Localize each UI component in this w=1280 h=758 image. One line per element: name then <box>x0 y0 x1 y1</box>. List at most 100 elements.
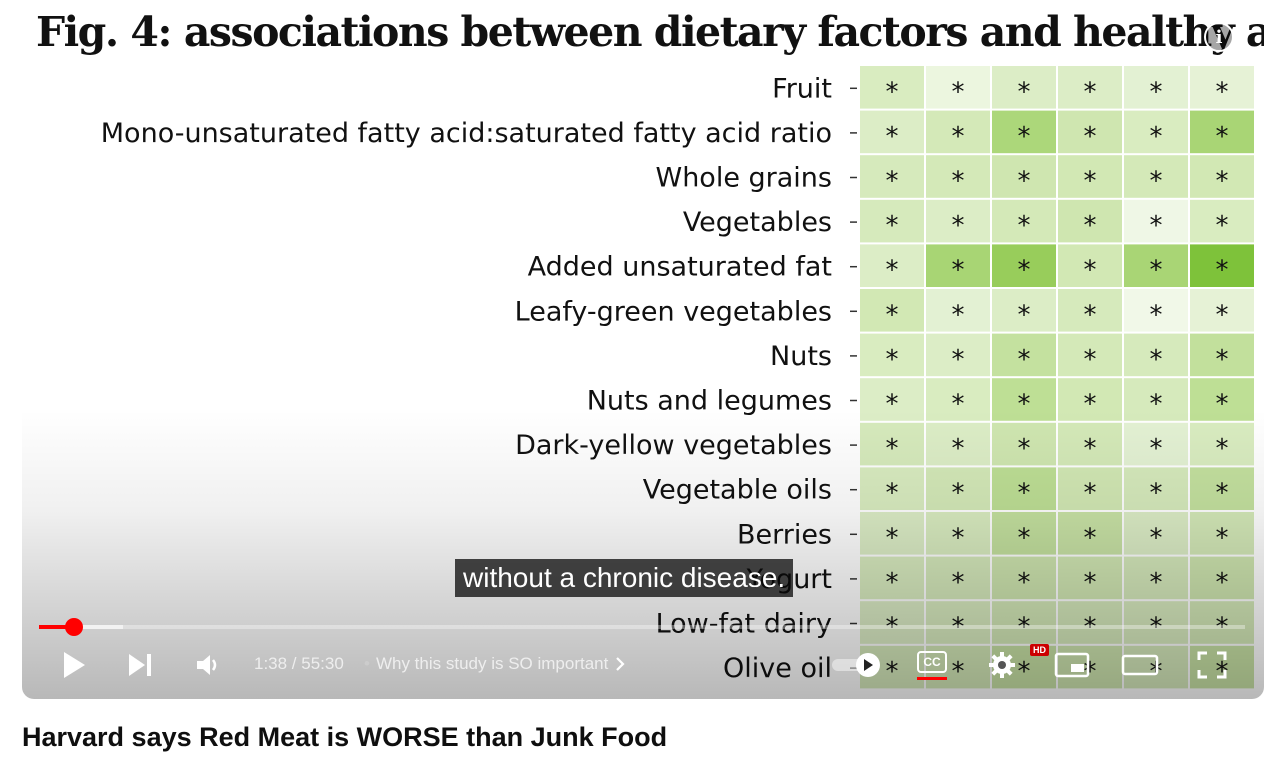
heatmap-cell <box>1190 110 1254 154</box>
miniplayer-button[interactable] <box>1052 647 1092 683</box>
heatmap-cell <box>926 199 990 243</box>
heatmap-cell <box>1124 378 1188 421</box>
significance-star: * <box>952 167 965 197</box>
significance-star: * <box>1150 390 1163 420</box>
row-label: Low-fat dairy <box>656 609 832 640</box>
next-button[interactable] <box>122 647 158 683</box>
subtitle-caption: without a chronic disease. <box>455 559 794 597</box>
heatmap-cell <box>860 512 924 555</box>
time-display: 1:38 / 55:30 <box>254 654 344 673</box>
volume-button[interactable] <box>190 647 226 683</box>
fullscreen-button[interactable] <box>1192 647 1232 683</box>
chapter-title[interactable]: • Why this study is SO important <box>364 654 626 674</box>
heatmap-cell <box>992 556 1056 600</box>
heatmap-cell <box>1124 199 1188 243</box>
heatmap-cell <box>860 244 924 287</box>
significance-star: * <box>886 479 899 509</box>
heatmap-cell <box>1124 155 1188 198</box>
significance-star: * <box>1216 613 1229 643</box>
heatmap-cell <box>1190 66 1254 109</box>
significance-star: * <box>1084 256 1097 286</box>
heatmap-figure: Fruit * * * * * * Mono-unsaturated fatty acid:s… <box>101 66 1254 689</box>
next-icon <box>129 654 151 676</box>
significance-star: * <box>886 211 899 241</box>
heatmap-cell <box>1058 467 1122 510</box>
row-label: Fruit <box>772 73 832 104</box>
row-label: Vegetables <box>683 207 832 238</box>
significance-star: * <box>1150 122 1163 152</box>
heatmap-cell <box>1190 467 1254 510</box>
gear-icon <box>989 652 1015 678</box>
significance-star: * <box>952 122 965 152</box>
significance-star: * <box>1150 345 1163 375</box>
significance-star: * <box>886 77 899 107</box>
heatmap-cell <box>926 66 990 109</box>
heatmap-cell <box>1124 333 1188 377</box>
significance-star: * <box>886 345 899 375</box>
heatmap-cell <box>926 333 990 377</box>
significance-star: * <box>1150 479 1163 509</box>
heatmap-cell <box>926 645 990 689</box>
significance-star: * <box>1216 568 1229 598</box>
settings-button[interactable] <box>982 647 1022 683</box>
play-icon <box>64 652 85 678</box>
significance-star: * <box>1150 300 1163 330</box>
significance-star: * <box>1216 657 1229 687</box>
significance-star: * <box>1150 613 1163 643</box>
heatmap-cell <box>992 244 1056 287</box>
separator-dot: • <box>364 654 370 673</box>
heatmap-cell <box>1124 110 1188 154</box>
heatmap-cell <box>992 333 1056 377</box>
significance-star: * <box>1084 613 1097 643</box>
significance-star: * <box>1084 77 1097 107</box>
heatmap-cell <box>992 422 1056 466</box>
progress-bar[interactable] <box>39 618 1245 636</box>
significance-star: * <box>1084 345 1097 375</box>
heatmap-cell <box>992 289 1056 332</box>
significance-star: * <box>952 390 965 420</box>
significance-star: * <box>952 479 965 509</box>
heatmap-cell <box>1058 155 1122 198</box>
fullscreen-icon <box>1197 651 1227 679</box>
heatmap-cell <box>1124 66 1188 109</box>
significance-star: * <box>1216 345 1229 375</box>
autoplay-toggle[interactable] <box>828 647 884 683</box>
heatmap-cell <box>992 110 1056 154</box>
info-icon[interactable]: i <box>1204 22 1234 52</box>
heatmap-cell <box>860 378 924 421</box>
heatmap-cell <box>1058 556 1122 600</box>
heatmap-cell <box>992 155 1056 198</box>
play-button[interactable] <box>56 647 92 683</box>
captions-button[interactable]: CC <box>912 647 952 683</box>
heatmap-cell <box>1124 289 1188 332</box>
significance-star: * <box>1018 256 1031 286</box>
significance-star: * <box>952 568 965 598</box>
heatmap-cell <box>926 110 990 154</box>
significance-star: * <box>886 122 899 152</box>
heatmap-cell <box>860 467 924 510</box>
heatmap-cell <box>1058 244 1122 287</box>
heatmap-cell <box>992 378 1056 421</box>
heatmap-cell <box>1124 467 1188 510</box>
scrubber-handle[interactable] <box>64 618 83 636</box>
significance-star: * <box>1018 300 1031 330</box>
row-label: Mono-unsaturated fatty acid:saturated fa… <box>101 118 832 149</box>
heatmap-cell <box>926 512 990 555</box>
significance-star: * <box>1018 523 1031 553</box>
significance-star: * <box>1084 211 1097 241</box>
significance-star: * <box>886 568 899 598</box>
heatmap-cell <box>860 66 924 109</box>
heatmap-cell <box>860 110 924 154</box>
heatmap-cell <box>1124 556 1188 600</box>
significance-star: * <box>886 657 899 687</box>
row-label: Dark-yellow vegetables <box>515 430 832 461</box>
video-player[interactable]: Fruit * * * * * * Mono-unsaturated fatty acid:s… <box>22 0 1264 699</box>
theater-button[interactable] <box>1120 647 1160 683</box>
heatmap-cell <box>860 422 924 466</box>
significance-star: * <box>1018 211 1031 241</box>
video-title[interactable]: Harvard says Red Meat is WORSE than Junk… <box>22 722 668 752</box>
theater-icon <box>1121 654 1159 676</box>
heatmap-cell <box>1058 422 1122 466</box>
significance-star: * <box>952 523 965 553</box>
heatmap-cell <box>860 601 924 644</box>
